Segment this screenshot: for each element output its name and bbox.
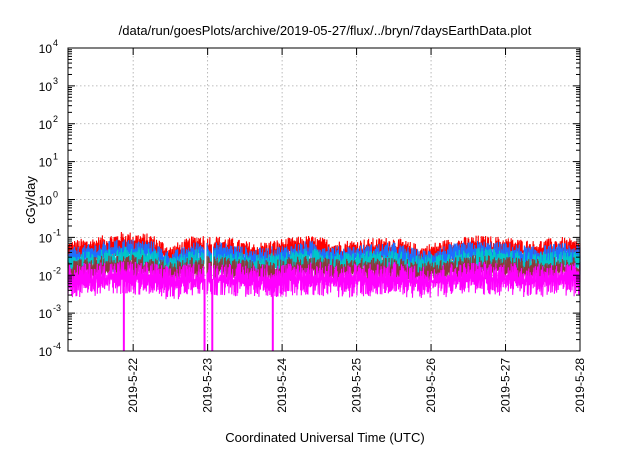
y-tick-label-exponent: -4: [53, 341, 61, 351]
y-tick-label: 10: [39, 307, 53, 321]
y-tick-label: 10: [39, 231, 53, 245]
y-tick-label-exponent: 3: [53, 76, 58, 86]
y-tick-label-exponent: 0: [53, 190, 58, 200]
y-tick-label: 10: [39, 80, 53, 94]
x-tick-label: 2019-5-24: [275, 358, 289, 413]
x-tick-label: 2019-5-23: [201, 358, 215, 413]
y-tick-label: 10: [39, 345, 53, 359]
x-tick-label: 2019-5-27: [499, 358, 513, 413]
series-4-trace: [67, 261, 581, 300]
y-tick-label-exponent: -2: [53, 265, 61, 275]
y-tick-label: 10: [39, 156, 53, 170]
x-tick-label: 2019-5-28: [573, 358, 587, 413]
y-tick-label: 10: [39, 194, 53, 208]
y-tick-label-exponent: 1: [53, 152, 58, 162]
series-layer: [67, 231, 581, 351]
x-tick-label: 2019-5-25: [350, 358, 364, 413]
y-tick-label-exponent: 2: [53, 114, 58, 124]
plot-frame: [67, 47, 581, 352]
x-axis-label: Coordinated Universal Time (UTC): [225, 430, 424, 445]
chart-title: /data/run/goesPlots/archive/2019-05-27/f…: [119, 23, 532, 38]
y-tick-label-exponent: -3: [53, 303, 61, 313]
x-tick-label: 2019-5-22: [126, 358, 140, 413]
y-axis-label: cGy/day: [23, 176, 38, 224]
y-tick-label-exponent: -1: [53, 227, 61, 237]
y-tick-label: 10: [39, 118, 53, 132]
y-tick-label: 10: [39, 42, 53, 56]
y-tick-label-exponent: 4: [53, 38, 58, 48]
x-tick-label: 2019-5-26: [424, 358, 438, 413]
grid-layer: [68, 48, 580, 351]
y-tick-label: 10: [39, 269, 53, 283]
